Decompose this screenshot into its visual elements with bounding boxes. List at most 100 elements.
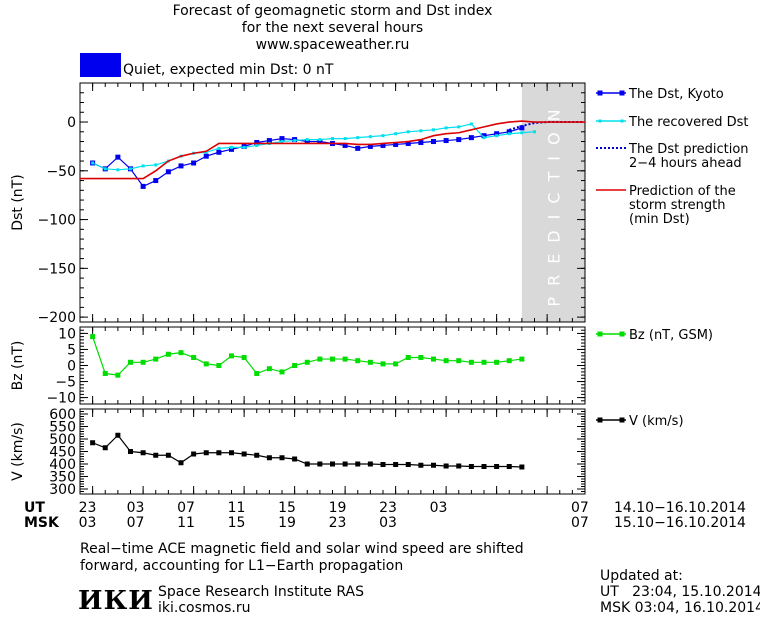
time-tick-label: 23 [379,500,397,516]
time-tick-label: 11 [227,500,246,516]
time-tick-label: 15 [278,500,296,516]
data-point [456,463,462,469]
data-point [481,133,487,139]
data-point [103,167,107,171]
legend-marker [597,417,603,423]
data-point [115,372,121,378]
data-point [317,356,323,362]
data-point [468,359,474,365]
data-point [519,125,525,131]
data-point [393,361,399,367]
y-tick-label: 350 [49,470,76,486]
data-point [279,136,285,142]
data-point [380,361,386,367]
data-point [367,143,373,149]
data-point [431,356,436,362]
data-point [418,140,424,146]
data-point [153,452,159,458]
time-tick-label: 23 [328,515,347,531]
msk-axis-label: MSK [24,515,59,531]
data-point [443,358,449,364]
data-point [380,142,386,148]
time-tick-label: 03 [429,500,448,516]
y-tick-label: −50 [46,164,76,180]
time-tick-label: 03 [379,515,397,531]
time-tick-label: 15 [227,515,246,531]
legend-label: Prediction of the [629,184,736,199]
data-point [292,363,298,368]
data-point [216,450,222,456]
institute-site[interactable]: iki.cosmos.ru [158,600,251,616]
data-point [178,163,184,169]
data-point [331,137,334,141]
institute-name: Space Research Institute RAS [158,584,364,600]
time-tick-label: 03 [78,515,97,531]
data-point [304,139,310,145]
y-axis-label: Dst (nT) [10,174,26,230]
source-url: www.spaceweather.ru [255,37,410,53]
y-tick-label: 400 [49,457,76,473]
data-point [102,371,108,377]
y-tick-label: −150 [38,261,76,277]
data-point [481,464,487,469]
data-point [266,455,272,461]
data-point [355,145,361,151]
data-point [343,137,347,141]
y-tick-label: 0 [67,115,76,131]
data-point [317,461,323,467]
note-line2: forward, accounting for L1−Earth propaga… [80,558,404,574]
data-point [279,455,285,461]
data-point [154,163,158,167]
data-point [506,129,512,135]
legend-marker [619,417,625,423]
data-point [418,354,424,360]
plot-frame [79,82,586,323]
data-point [494,359,500,365]
data-point [444,126,448,130]
data-point [317,139,323,145]
time-tick-label: 03 [126,500,145,516]
data-point [330,461,335,467]
data-point [165,452,171,458]
data-point [191,451,197,457]
data-point [381,134,385,138]
note-line1: Real−time ACE magnetic field and solar w… [80,541,524,557]
data-point [217,146,221,150]
chart-title-line2: for the next several hours [241,20,424,36]
data-point [519,464,525,470]
legend: The Dst, Kyoto The recovered Dst The Dst p… [596,87,749,429]
data-point [216,149,222,155]
data-point [91,161,95,165]
updated-label: Updated at: [600,568,683,584]
data-point [394,132,398,136]
data-point [140,359,146,365]
data-point [153,178,159,184]
data-point [129,167,132,171]
prediction-annotation: PREDICTION [544,98,563,306]
y-tick-label: 0 [67,359,76,375]
data-point [165,351,171,357]
data-point [405,462,411,467]
plot-frame [79,408,586,495]
data-point [431,462,436,468]
data-point [203,153,209,159]
legend-label: 2−4 hours ahead [629,156,742,171]
data-point [293,139,297,143]
plot-frame [79,326,586,405]
status-color-swatch [80,53,121,77]
legend-label: V (km/s) [629,414,684,429]
data-point [204,150,208,154]
data-point [405,354,411,360]
y-tick-label: 600 [49,407,76,423]
data-point [229,450,234,456]
time-tick-label: 07 [571,515,589,531]
legend-label: (min Dst) [629,212,690,227]
updated-ut: UT 23:04, 15.10.2014 [600,584,760,600]
data-point [456,137,462,143]
data-point [115,154,121,160]
data-point [90,334,96,340]
legend-label: The Dst, Kyoto [628,87,724,102]
data-point [355,461,361,467]
y-tick-label: −5 [55,375,76,391]
data-point [318,138,322,142]
